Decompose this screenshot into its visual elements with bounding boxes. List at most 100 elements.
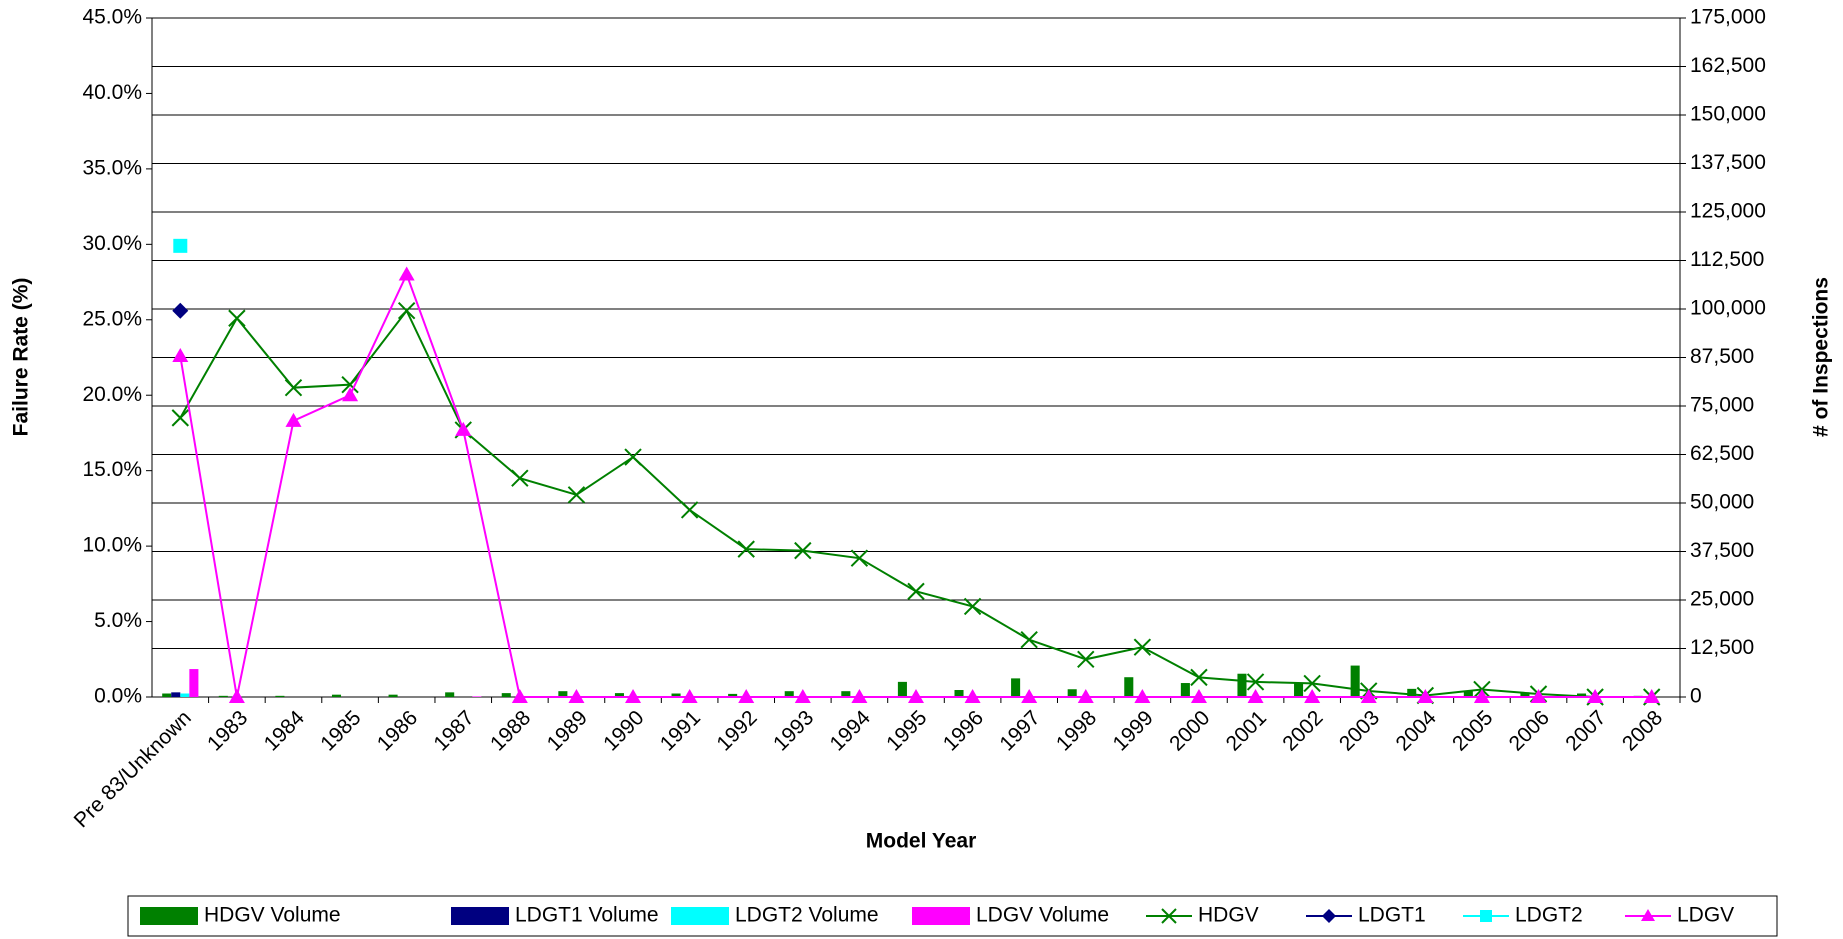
marker <box>1480 910 1492 922</box>
x-tick-label: 1987 <box>429 706 478 755</box>
y2-tick-label: 162,500 <box>1690 54 1766 77</box>
marker <box>625 689 642 703</box>
bar <box>954 690 964 697</box>
marker <box>1161 908 1177 924</box>
x-axis-title: Model Year <box>866 830 977 853</box>
marker <box>794 541 812 560</box>
marker <box>1643 689 1660 703</box>
marker <box>737 540 755 558</box>
y2-tick-label: 87,500 <box>1690 345 1754 368</box>
x-tick-label: 1990 <box>599 706 648 755</box>
marker <box>1190 668 1208 687</box>
marker <box>455 421 472 436</box>
legend-label: LDGT2 Volume <box>735 904 879 927</box>
y-tick-label: 0.0% <box>94 685 142 708</box>
x-tick-label: 1986 <box>373 706 422 755</box>
bar <box>445 692 455 697</box>
y-tick-label: 30.0% <box>82 232 142 255</box>
bar <box>1520 692 1530 697</box>
marker <box>172 302 189 319</box>
y2-tick-label: 150,000 <box>1690 103 1766 126</box>
legend-entry: HDGV Volume <box>140 904 341 927</box>
x-tick-label: 2002 <box>1278 706 1327 755</box>
legend-label: LDGT1 Volume <box>515 904 659 927</box>
y-axis-title: Failure Rate (%) <box>10 278 33 437</box>
bar <box>218 695 228 697</box>
marker <box>850 549 869 567</box>
marker <box>1473 689 1490 703</box>
x-tick-label: 1988 <box>486 706 535 755</box>
bar <box>558 691 568 697</box>
y2-tick-label: 37,500 <box>1690 539 1754 562</box>
marker <box>568 689 585 703</box>
marker <box>963 597 982 616</box>
marker <box>908 689 924 703</box>
y2-tick-label: 75,000 <box>1690 394 1754 417</box>
x-tick-label: 1997 <box>995 706 1044 755</box>
bar <box>1350 665 1360 697</box>
y2-tick-label: 0 <box>1690 685 1702 708</box>
marker <box>1530 689 1547 703</box>
marker <box>1303 674 1321 693</box>
bar <box>180 693 190 697</box>
y-tick-label: 35.0% <box>82 156 142 179</box>
marker <box>964 689 981 703</box>
legend-label: HDGV Volume <box>204 904 341 927</box>
bar <box>897 681 907 697</box>
marker <box>1134 689 1151 703</box>
marker <box>341 375 359 394</box>
legend-swatch <box>140 907 198 925</box>
bar <box>1294 683 1304 697</box>
marker <box>228 689 245 703</box>
x-tick-label: 2006 <box>1505 706 1554 755</box>
marker <box>1360 689 1377 703</box>
y-tick-label: 40.0% <box>82 81 142 104</box>
legend-label: HDGV <box>1198 904 1259 927</box>
bar <box>275 695 285 697</box>
x-tick-label: 1984 <box>260 706 310 756</box>
legend-entry: LDGT2 <box>1463 904 1583 927</box>
marker <box>397 302 416 320</box>
y2-tick-label: 50,000 <box>1690 491 1754 514</box>
marker <box>1021 689 1038 703</box>
bar <box>171 692 181 697</box>
bar <box>1463 691 1473 697</box>
x-tick-label: 1989 <box>543 706 592 755</box>
marker <box>511 469 529 487</box>
marker <box>284 378 303 397</box>
marker <box>738 689 755 703</box>
y2-tick-label: 125,000 <box>1690 200 1766 223</box>
x-tick-label: 1996 <box>939 706 988 755</box>
marker <box>1190 689 1207 703</box>
marker <box>172 347 189 362</box>
bar <box>1180 683 1190 697</box>
y2-tick-label: 25,000 <box>1690 588 1754 611</box>
bar <box>1237 673 1247 697</box>
x-tick-label: 1994 <box>826 706 876 756</box>
marker <box>851 689 868 703</box>
marker <box>624 448 642 466</box>
marker <box>1587 689 1604 703</box>
legend-entry: LDGT1 Volume <box>451 904 659 927</box>
marker <box>511 689 528 703</box>
bar <box>331 694 342 697</box>
marker <box>1077 650 1095 668</box>
marker <box>1246 673 1265 691</box>
y-tick-label: 20.0% <box>82 383 142 406</box>
x-tick-label: 2004 <box>1391 706 1441 756</box>
y-tick-label: 10.0% <box>82 534 142 557</box>
x-tick-label: 2000 <box>1165 706 1214 755</box>
marker <box>680 501 699 519</box>
x-tick-label: 1985 <box>316 706 365 755</box>
marker <box>1417 689 1434 703</box>
bar <box>728 693 738 697</box>
x-tick-label: 2001 <box>1222 706 1271 755</box>
legend-swatch <box>671 907 729 925</box>
bar <box>614 693 624 697</box>
marker <box>285 412 302 427</box>
marker <box>173 238 188 253</box>
x-tick-label: 1993 <box>769 706 818 755</box>
legend-label: LDGT1 <box>1358 904 1426 927</box>
y-tick-label: 25.0% <box>82 307 142 330</box>
y-tick-label: 5.0% <box>94 609 142 632</box>
